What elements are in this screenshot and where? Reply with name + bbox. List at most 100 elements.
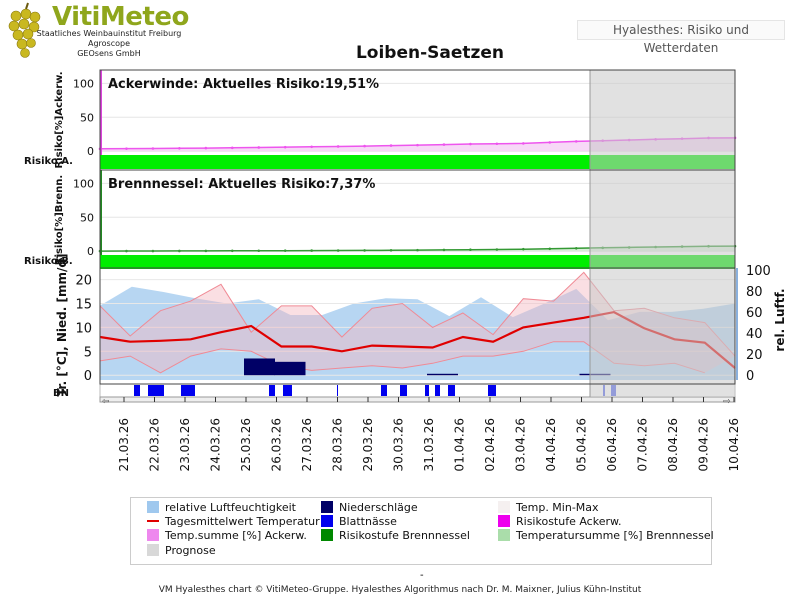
- data-point: [416, 143, 419, 147]
- data-point: [283, 145, 287, 149]
- y-tick-label: 0: [87, 145, 94, 158]
- risk-label: Risiko B.: [24, 256, 73, 267]
- data-point: [204, 249, 208, 253]
- x-tick-label: 28.03.26: [331, 418, 345, 471]
- data-point: [442, 143, 446, 146]
- y-left-tick-label: 15: [75, 297, 92, 312]
- data-point: [363, 249, 366, 252]
- legend-swatch: [321, 529, 333, 541]
- legend-swatch: [147, 544, 159, 556]
- x-tick-label: 10.04.26: [727, 418, 741, 471]
- logo-line-3: GEOsens GmbH: [77, 49, 141, 58]
- legend-item: Temperatursumme [%] Brennnessel: [498, 529, 714, 542]
- logo-line-2: Agroscope: [87, 39, 131, 48]
- risk-stripe: [100, 155, 735, 169]
- y-axis-label: Risiko[%]Brenn.: [54, 175, 65, 265]
- x-tick-label: 24.03.26: [209, 418, 223, 471]
- x-tick-label: 07.04.26: [636, 418, 650, 471]
- data-point: [336, 249, 340, 252]
- leaf-wetness-block: [181, 385, 195, 396]
- data-point: [522, 247, 525, 251]
- y-right-tick-label: 60: [746, 306, 763, 321]
- x-tick-label: 31.03.26: [422, 418, 436, 471]
- y-tick-label: 50: [80, 211, 94, 224]
- legend-swatch: [147, 529, 159, 541]
- y-axis-label: Risiko[%]Ackerw.: [54, 71, 65, 168]
- y-tick-label: 0: [87, 245, 94, 258]
- leaf-wetness-block: [337, 385, 338, 396]
- x-tick-label: 09.04.26: [697, 418, 711, 471]
- y-right-tick-label: 80: [746, 285, 763, 300]
- x-tick-label: 25.03.26: [239, 418, 253, 471]
- x-tick-label: 06.04.26: [605, 418, 619, 471]
- data-point: [495, 142, 499, 146]
- data-point: [363, 144, 366, 148]
- x-tick-label: 27.03.26: [300, 418, 314, 471]
- leaf-wetness-block: [134, 385, 140, 396]
- footer-dash: -: [420, 570, 424, 581]
- data-point: [151, 147, 155, 150]
- leaf-wetness-block: [448, 385, 455, 396]
- data-point: [230, 146, 234, 150]
- legend-swatch: [498, 515, 510, 527]
- data-point: [442, 248, 446, 252]
- legend-swatch: [498, 501, 510, 513]
- x-tick-label: 05.04.26: [575, 418, 589, 471]
- x-tick-label: 26.03.26: [270, 418, 284, 471]
- legend-item: Tagesmittelwert Temperatur: [147, 515, 320, 528]
- data-point: [178, 147, 181, 150]
- data-point: [257, 146, 261, 149]
- data-point: [283, 249, 287, 252]
- logo-line-1: Staatliches Weinbauinstitut Freiburg: [36, 29, 182, 38]
- legend-swatch: [498, 529, 510, 541]
- y-left-tick-label: 10: [75, 321, 92, 336]
- legend-swatch: [147, 520, 159, 522]
- legend-item: Temp.summe [%] Ackerw.: [147, 529, 307, 542]
- y-right-tick-label: 20: [746, 348, 763, 363]
- humidity-area: [100, 286, 735, 380]
- x-scrollbar: [99, 396, 736, 403]
- legend-label: Tagesmittelwert Temperatur: [165, 515, 320, 528]
- data-point: [548, 141, 552, 144]
- y-left-tick-label: 5: [84, 345, 92, 360]
- legend-item: Niederschläge: [321, 501, 418, 514]
- legend-swatch: [321, 515, 333, 527]
- x-tick-label: 29.03.26: [361, 418, 375, 471]
- precipitation-bar: [274, 361, 306, 376]
- vitimeteo-logo: VitiMeteo Staatliches Weinbauinstitut Fr…: [4, 2, 214, 62]
- precipitation-bar: [427, 373, 458, 376]
- y-right-tick-label: 0: [746, 369, 754, 384]
- leaf-wetness-block: [488, 385, 496, 396]
- area-Temperatursumme [%] Brennnessel: [100, 246, 735, 252]
- legend-label: relative Luftfeuchtigkeit: [165, 501, 296, 514]
- legend-item: Temp. Min-Max: [498, 501, 599, 514]
- panel-3-border: [99, 267, 736, 385]
- y-left-tick-label: 0: [84, 369, 92, 384]
- data-point: [257, 249, 261, 253]
- data-point: [178, 249, 181, 253]
- x-tick-label: 04.04.26: [544, 418, 558, 471]
- leaf-wetness-block: [425, 385, 429, 396]
- data-point: [125, 147, 128, 150]
- data-point: [151, 249, 155, 253]
- precipitation-bar: [244, 358, 275, 376]
- data-point: [495, 248, 499, 251]
- x-tick-label: 08.04.26: [666, 418, 680, 471]
- y-right-tick-label: 40: [746, 327, 763, 342]
- y-left-axis-label: Tr. [°C], Nied. [mm/d]: [55, 254, 69, 397]
- data-point: [469, 248, 472, 252]
- legend-item: Risikostufe Ackerw.: [498, 515, 621, 528]
- data-point: [574, 247, 578, 250]
- legend-swatch: [321, 501, 333, 513]
- scroll-right-icon: ⇨: [723, 397, 731, 407]
- temp-min-max-band: [100, 272, 735, 373]
- x-tick-label: 30.03.26: [392, 418, 406, 471]
- footer-credit: VM Hyalesthes chart © VitiMeteo-Gruppe. …: [158, 585, 642, 595]
- data-point: [125, 249, 128, 253]
- leaf-wetness-block: [283, 385, 292, 396]
- data-point: [574, 140, 578, 143]
- legend-swatch: [147, 501, 159, 513]
- y-right-tick-label: 100: [746, 264, 771, 279]
- data-point: [230, 249, 234, 253]
